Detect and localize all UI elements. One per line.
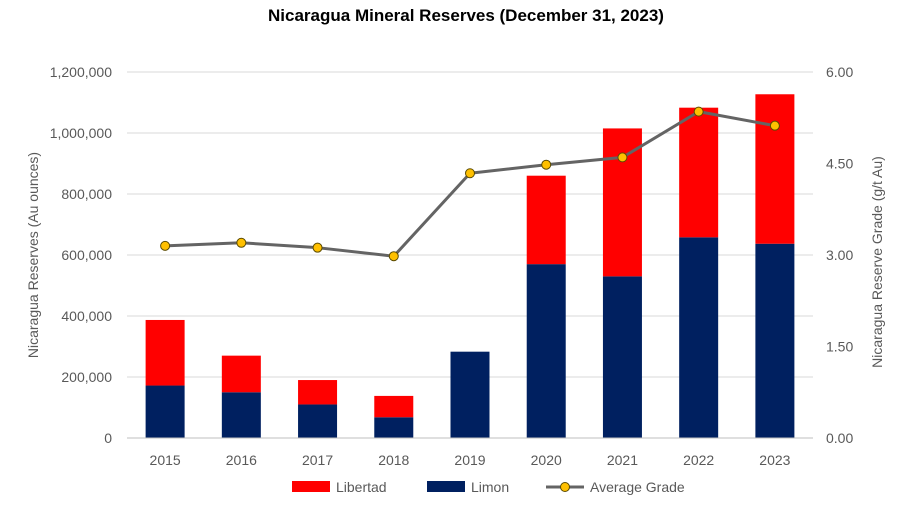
bar-limon [221, 392, 261, 438]
y-tick-label: 200,000 [61, 369, 112, 385]
x-tick-label: 2021 [607, 452, 638, 468]
bar-limon [755, 243, 795, 438]
legend-label-limon: Limon [471, 479, 509, 495]
bar-limon [450, 351, 490, 438]
grade-point [465, 168, 475, 179]
y-tick-label: 1,200,000 [50, 64, 112, 80]
y2-axis-label: Nicaragua Reserve Grade (g/t Au) [869, 156, 885, 368]
chart-title: Nicaragua Mineral Reserves (December 31,… [268, 6, 664, 25]
bar-limon [679, 237, 719, 438]
grade-point [541, 159, 552, 170]
legend-marker-grade [560, 482, 570, 492]
legend-swatch-libertad [292, 481, 330, 492]
bar-limon [526, 264, 566, 438]
bar-libertad [526, 175, 566, 265]
grade-line [160, 106, 780, 262]
bar-libertad [298, 380, 338, 405]
bar-libertad [145, 319, 185, 386]
bar-libertad [755, 94, 795, 244]
y-tick-label: 600,000 [61, 247, 112, 263]
legend-label-grade: Average Grade [590, 479, 685, 495]
x-tick-label: 2017 [302, 452, 333, 468]
bar-limon [145, 385, 185, 438]
y2-tick-label: 0.00 [826, 430, 853, 446]
x-tick-label: 2023 [759, 452, 790, 468]
x-tick-label: 2018 [378, 452, 409, 468]
y-tick-label: 400,000 [61, 308, 112, 324]
legend-label-libertad: Libertad [336, 479, 387, 495]
bar-limon [602, 276, 642, 438]
axes: 0 200,000 400,000 600,000 800,000 1,000,000 1,… [50, 64, 854, 468]
x-tick-label: 2022 [683, 452, 714, 468]
y2-tick-label: 4.50 [826, 156, 853, 172]
grade-point [693, 106, 704, 117]
bar-libertad [374, 395, 414, 418]
grade-point [769, 120, 780, 131]
bar-libertad [221, 355, 261, 393]
grade-point [236, 237, 247, 248]
x-tick-label: 2016 [226, 452, 257, 468]
x-tick-label: 2015 [150, 452, 181, 468]
bars [145, 94, 795, 438]
y2-tick-label: 3.00 [826, 247, 853, 263]
y2-tick-label: 6.00 [826, 64, 853, 80]
y-tick-label: 0 [104, 430, 112, 446]
bar-limon [374, 417, 414, 438]
legend-swatch-limon [427, 481, 465, 492]
bar-libertad [679, 107, 719, 238]
y2-tick-label: 1.50 [826, 339, 853, 355]
legend: Libertad Limon Average Grade [292, 479, 685, 495]
grade-point [617, 152, 628, 163]
grade-point [312, 242, 323, 253]
bar-limon [298, 404, 338, 438]
x-tick-label: 2019 [454, 452, 485, 468]
grade-point [160, 240, 171, 251]
y-tick-label: 800,000 [61, 186, 112, 202]
y-tick-label: 1,000,000 [50, 125, 112, 141]
x-tick-label: 2020 [531, 452, 562, 468]
grade-point [388, 251, 399, 262]
y-axis-label: Nicaragua Reserves (Au ounces) [25, 152, 41, 358]
